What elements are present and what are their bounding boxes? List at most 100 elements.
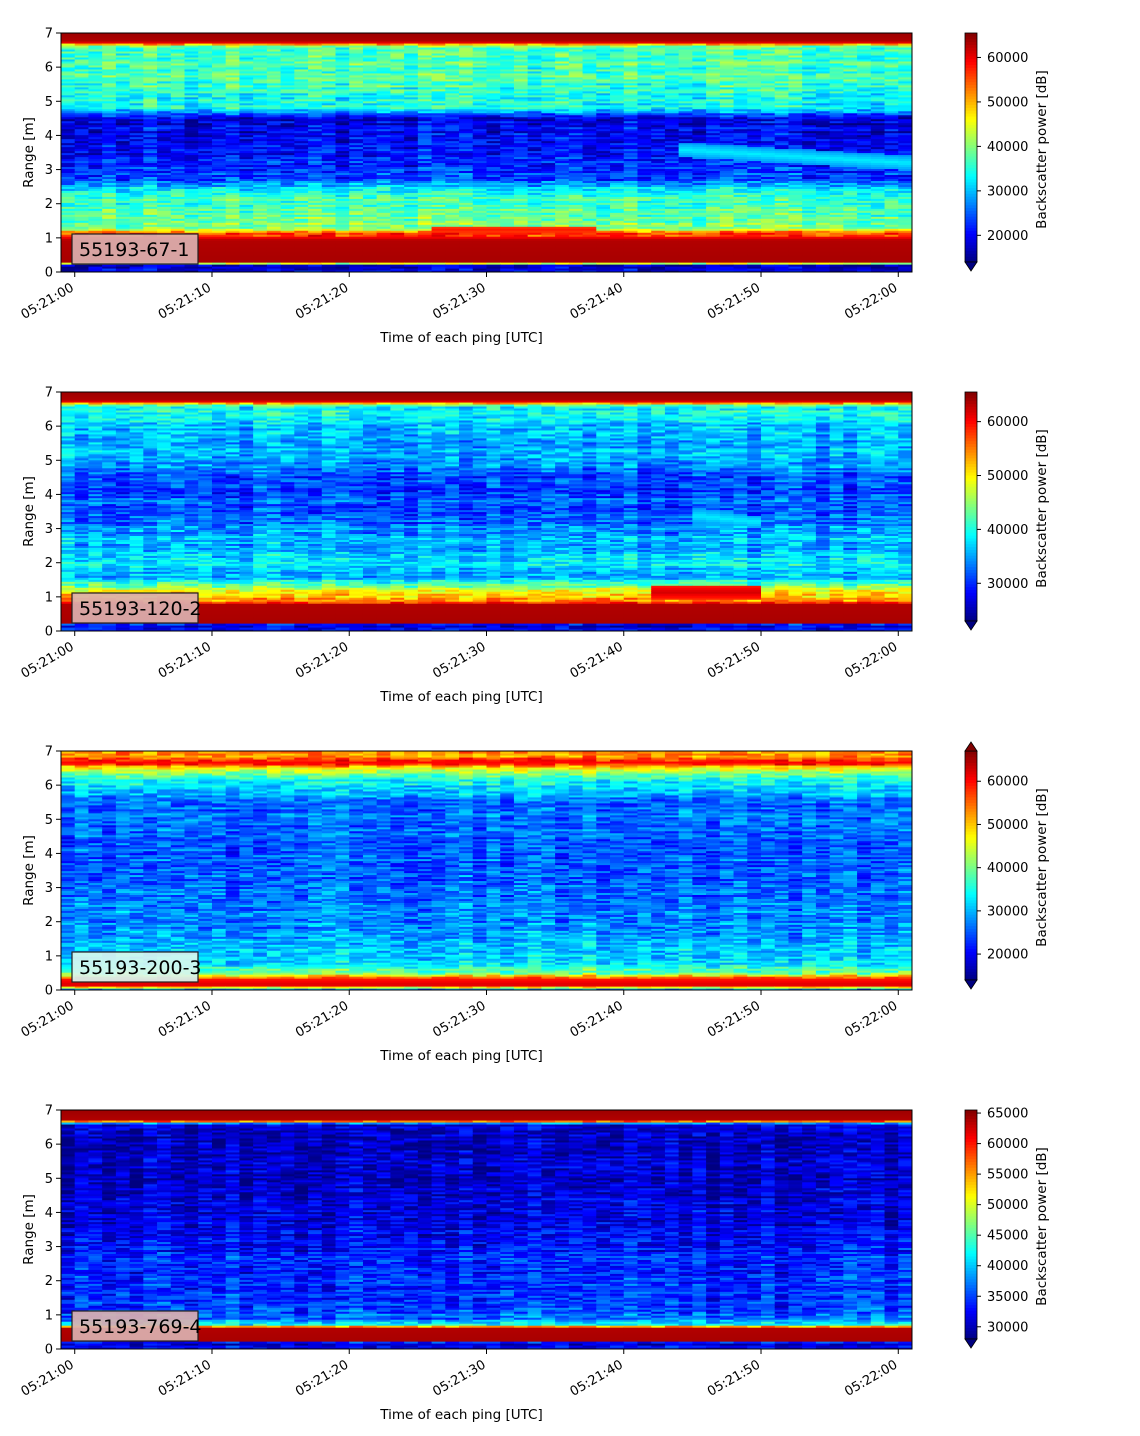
colorbar-label: Backscatter power [dB] <box>1034 429 1050 588</box>
colorbar-tick-label: 50000 <box>987 95 1028 110</box>
y-axis-label: Range [m] <box>21 835 37 906</box>
x-tick-label: 05:21:40 <box>568 1357 626 1399</box>
colorbar-tick-label: 65000 <box>987 1107 1028 1122</box>
panel-badge-box <box>71 592 199 624</box>
colorbar-tick-label: 55000 <box>987 1168 1028 1183</box>
panel-badge: 55193-120-2 <box>79 598 202 620</box>
colorbar-tick-label: 50000 <box>987 818 1028 833</box>
x-tick-label: 05:21:40 <box>568 639 626 681</box>
y-tick-label: 1 <box>45 1308 53 1323</box>
y-axis-label: Range [m] <box>21 1194 37 1265</box>
colorbar-extend-min <box>964 1338 978 1349</box>
y-tick-label: 7 <box>45 745 53 760</box>
x-tick-label: 05:21:00 <box>19 280 77 322</box>
colorbar: 30000 35000 40000 45000 50000 55000 60000 65000… <box>964 1107 1050 1349</box>
y-tick-label: 5 <box>45 1172 53 1187</box>
chart-panel-1: 0 1 2 3 4 5 6 7 05:21:00 05:21:10 05:21:20 05:21:30… <box>19 27 1050 347</box>
x-tick-label: 05:22:00 <box>842 1357 900 1399</box>
colorbar-tick-label: 60000 <box>987 415 1028 430</box>
colorbar-extend-min <box>964 979 978 990</box>
colorbar-tick-label: 40000 <box>987 861 1028 876</box>
y-tick-label: 3 <box>45 522 53 537</box>
panel-badge-box <box>71 233 199 265</box>
y-axis-label: Range [m] <box>21 476 37 547</box>
x-tick-label: 05:21:50 <box>705 998 763 1040</box>
colorbar-tick-label: 30000 <box>987 577 1028 592</box>
y-tick-label: 6 <box>45 61 53 76</box>
y-tick-label: 2 <box>45 556 53 571</box>
y-tick-label: 7 <box>45 386 53 401</box>
x-tick-label: 05:21:20 <box>293 280 351 322</box>
x-tick-label: 05:21:00 <box>19 639 77 681</box>
x-tick-label: 05:22:00 <box>842 998 900 1040</box>
colorbar-tick-label: 50000 <box>987 1198 1028 1213</box>
colorbar-tick-label: 50000 <box>987 469 1028 484</box>
y-tick-label: 3 <box>45 1240 53 1255</box>
colorbar-label: Backscatter power [dB] <box>1034 1147 1050 1306</box>
panel-badge: 55193-67-1 <box>79 239 189 261</box>
x-tick-label: 05:22:00 <box>842 280 900 322</box>
y-tick-label: 1 <box>45 231 53 246</box>
x-axis-label: Time of each ping [UTC] <box>379 689 543 705</box>
heatmap-cells <box>61 33 912 272</box>
colorbar-tick-label: 60000 <box>987 51 1028 66</box>
chart-panel-2: 0 1 2 3 4 5 6 7 05:21:00 05:21:10 05:21:20 05:21:30… <box>19 386 1050 706</box>
colorbar-tick-label: 30000 <box>987 904 1028 919</box>
colorbar-tick-label: 30000 <box>987 1320 1028 1335</box>
y-tick-label: 0 <box>45 1343 53 1358</box>
x-tick-label: 05:21:50 <box>705 639 763 681</box>
y-tick-label: 0 <box>45 984 53 999</box>
x-tick-label: 05:21:30 <box>430 1357 488 1399</box>
y-tick-label: 4 <box>45 129 53 144</box>
colorbar-extend-min <box>964 261 978 272</box>
colorbar-tick-label: 60000 <box>987 1137 1028 1152</box>
y-tick-label: 0 <box>45 625 53 640</box>
y-tick-label: 7 <box>45 27 53 42</box>
colorbar-label: Backscatter power [dB] <box>1034 788 1050 947</box>
x-tick-label: 05:21:30 <box>430 998 488 1040</box>
x-tick-label: 05:21:20 <box>293 639 351 681</box>
x-axis-label: Time of each ping [UTC] <box>379 1407 543 1423</box>
x-tick-label: 05:21:50 <box>705 280 763 322</box>
y-tick-label: 5 <box>45 454 53 469</box>
panel-badge: 55193-200-3 <box>79 957 202 979</box>
colorbar-tick-label: 20000 <box>987 229 1028 244</box>
y-tick-label: 0 <box>45 266 53 281</box>
colorbar-tick-label: 45000 <box>987 1229 1028 1244</box>
y-tick-label: 4 <box>45 488 53 503</box>
x-tick-label: 05:21:20 <box>293 1357 351 1399</box>
panel-badge-box <box>71 1310 199 1342</box>
panel-badge-box <box>71 951 199 983</box>
x-tick-label: 05:21:30 <box>430 639 488 681</box>
colorbar-label: Backscatter power [dB] <box>1034 70 1050 229</box>
y-tick-label: 2 <box>45 197 53 212</box>
x-tick-label: 05:21:30 <box>430 280 488 322</box>
y-tick-label: 1 <box>45 590 53 605</box>
y-tick-label: 4 <box>45 847 53 862</box>
x-tick-label: 05:21:10 <box>156 280 214 322</box>
chart-panel-4: 0 1 2 3 4 5 6 7 05:21:00 05:21:10 05:21:20 05:21:30… <box>19 1104 1050 1424</box>
colorbar-tick-label: 20000 <box>987 948 1028 963</box>
colorbar-tick-label: 35000 <box>987 1290 1028 1305</box>
y-tick-label: 7 <box>45 1104 53 1119</box>
heatmap-cells <box>61 1110 912 1349</box>
x-axis-label: Time of each ping [UTC] <box>379 1048 543 1064</box>
x-tick-label: 05:21:10 <box>156 998 214 1040</box>
y-tick-label: 6 <box>45 420 53 435</box>
y-tick-label: 5 <box>45 813 53 828</box>
y-tick-label: 1 <box>45 949 53 964</box>
y-tick-label: 6 <box>45 1138 53 1153</box>
colorbar-tick-label: 30000 <box>987 184 1028 199</box>
y-tick-label: 4 <box>45 1206 53 1221</box>
x-tick-label: 05:21:10 <box>156 1357 214 1399</box>
x-axis-label: Time of each ping [UTC] <box>379 330 543 346</box>
x-tick-label: 05:21:20 <box>293 998 351 1040</box>
colorbar-extend-max <box>964 741 978 752</box>
x-tick-label: 05:21:40 <box>568 998 626 1040</box>
panel-badge: 55193-769-4 <box>79 1316 202 1338</box>
x-tick-label: 05:21:50 <box>705 1357 763 1399</box>
colorbar-tick-label: 40000 <box>987 1259 1028 1274</box>
colorbar: 20000 30000 40000 50000 60000 Backscatter pow… <box>964 741 1050 990</box>
heatmap-cells <box>61 392 912 631</box>
